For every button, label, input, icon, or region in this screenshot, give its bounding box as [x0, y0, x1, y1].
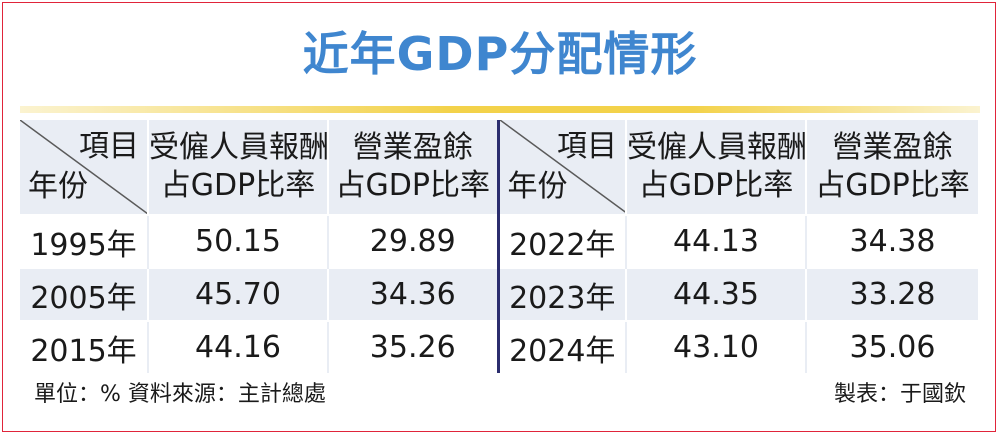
surplus-cell: 34.38	[805, 214, 978, 268]
surplus-cell: 34.36	[327, 267, 498, 321]
title-underline	[20, 106, 980, 113]
surplus-cell: 35.06	[805, 320, 978, 373]
header-compensation-right: 受僱人員報酬 占GDP比率	[625, 120, 806, 215]
header-compensation-line1: 受僱人員報酬	[627, 130, 806, 165]
corner-diagonal	[20, 120, 148, 214]
surplus-cell: 29.89	[327, 214, 498, 268]
header-surplus-line1: 營業盈餘	[352, 130, 473, 165]
table-row: 2015年 44.16 35.26 2024年 43.10 35.06	[20, 320, 978, 373]
header-surplus-left: 營業盈餘 占GDP比率	[327, 120, 498, 215]
year-cell: 2024年	[496, 320, 626, 373]
corner-year-label: 年份	[507, 169, 568, 204]
corner-header-right: 項目 年份	[496, 120, 626, 215]
year-cell: 2022年	[496, 214, 626, 268]
header-surplus-right: 營業盈餘 占GDP比率	[805, 120, 978, 215]
table-credit: 製表：于國欽	[833, 382, 966, 407]
header-compensation-left: 受僱人員報酬 占GDP比率	[147, 120, 328, 215]
header-compensation-line1: 受僱人員報酬	[149, 130, 328, 165]
unit-source-note: 單位：% 資料來源：主計總處	[34, 382, 326, 407]
compensation-cell: 50.15	[147, 214, 328, 268]
header-compensation-line2: 占GDP比率	[160, 168, 316, 203]
table-row: 1995年 50.15 29.89 2022年 44.13 34.38	[20, 214, 978, 268]
table-row: 2005年 45.70 34.36 2023年 44.35 33.28	[20, 267, 978, 321]
header-surplus-line2: 占GDP比率	[815, 168, 970, 203]
corner-item-label: 項目	[557, 129, 617, 164]
header-compensation-line2: 占GDP比率	[638, 168, 794, 203]
gdp-table: 項目 年份 受僱人員報酬 占GDP比率 營業盈餘 占GDP比率 項目 年份 受僱…	[20, 120, 978, 373]
corner-item-label: 項目	[79, 129, 139, 164]
compensation-cell: 45.70	[147, 267, 328, 321]
surplus-cell: 35.26	[327, 320, 498, 373]
corner-header-left: 項目 年份	[20, 120, 148, 215]
compensation-cell: 43.10	[625, 320, 806, 373]
year-cell: 2005年	[20, 267, 148, 321]
chart-title: 近年GDP分配情形	[302, 27, 698, 81]
year-cell: 1995年	[20, 214, 148, 268]
corner-diagonal	[501, 120, 626, 214]
surplus-cell: 33.28	[805, 267, 978, 321]
corner-year-label: 年份	[28, 169, 88, 204]
year-cell: 2015年	[20, 320, 148, 373]
header-surplus-line1: 營業盈餘	[832, 130, 953, 165]
compensation-cell: 44.16	[147, 320, 328, 373]
year-cell: 2023年	[496, 267, 626, 321]
compensation-cell: 44.13	[625, 214, 806, 268]
header-surplus-line2: 占GDP比率	[335, 168, 490, 203]
compensation-cell: 44.35	[625, 267, 806, 321]
